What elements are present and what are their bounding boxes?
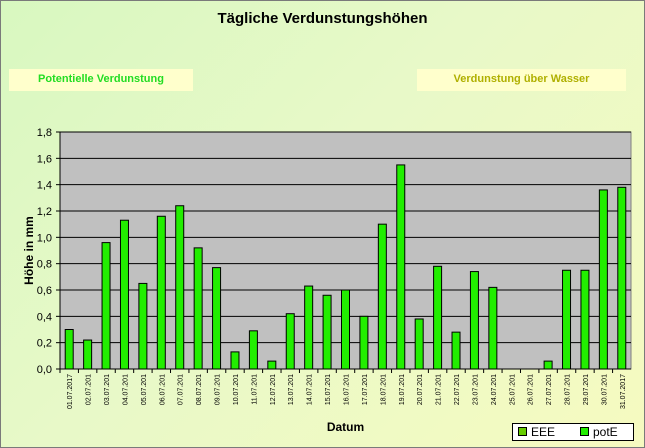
legend-swatch-pote [580, 427, 589, 436]
x-tick-label: 11.07.201 [251, 374, 258, 405]
x-tick-label: 23.07.201 [472, 374, 479, 405]
bar-pote [488, 286, 498, 370]
bar-pote [267, 360, 277, 370]
bar-pote [285, 313, 295, 370]
x-tick-label: 30.07.201 [601, 374, 608, 405]
y-tick-label: 0,6 [37, 285, 52, 297]
x-tick-label: 21.07.201 [436, 374, 443, 405]
bar-pote [322, 294, 332, 370]
legend-label-pote: potE [593, 425, 618, 439]
x-axis-label: Datum [327, 420, 364, 434]
chart-title: Tägliche Verdunstungshöhen [217, 10, 428, 27]
bar-pote [562, 269, 572, 370]
legend-item-pote: potE [580, 425, 618, 440]
y-tick-label: 0,0 [37, 364, 52, 376]
x-tick-label: 24.07.201 [491, 374, 498, 405]
y-tick-label: 1,8 [37, 127, 52, 139]
legend-label-eee: EEE [531, 425, 556, 439]
y-tick-label: 1,0 [37, 232, 52, 244]
x-tick-label: 07.07.201 [178, 374, 185, 405]
y-tick-label: 0,4 [37, 311, 52, 323]
x-tick-label: 27.07.201 [546, 374, 553, 405]
bar-pote [119, 219, 129, 370]
bar-pote [377, 223, 387, 370]
x-tick-label: 17.07.201 [362, 374, 369, 405]
y-tick-label: 1,6 [37, 153, 52, 165]
bar-pote [598, 189, 608, 370]
x-tick-label: 18.07.201 [380, 374, 387, 405]
x-tick-label: 16.07.201 [344, 374, 351, 405]
x-tick-label: 01.07.2017 [67, 374, 74, 409]
bar-pote [451, 331, 461, 370]
bar-pote [304, 285, 314, 370]
bar-pote [433, 265, 443, 370]
x-tick-label: 26.07.201 [528, 374, 535, 405]
x-tick-label: 04.07.201 [122, 374, 129, 405]
bar-pote [101, 242, 111, 370]
x-tick-label: 14.07.201 [307, 374, 314, 405]
y-tick-label: 0,8 [37, 259, 52, 271]
x-tick-label: 31.07.2017 [620, 374, 627, 409]
bar-pote [83, 339, 93, 370]
y-axis-label: Höhe in mm [22, 216, 36, 285]
y-tick-label: 1,2 [37, 206, 52, 218]
x-tick-label: 28.07.201 [565, 374, 572, 405]
bar-pote [580, 269, 590, 370]
annotation-potential-evaporation: Potentielle Verdunstung [9, 69, 193, 91]
x-tick-label: 22.07.201 [454, 374, 461, 405]
bar-pote [469, 271, 479, 370]
x-tick-label: 06.07.201 [159, 374, 166, 405]
x-tick-label: 10.07.201 [233, 374, 240, 405]
y-tick-label: 1,4 [37, 180, 52, 192]
bar-pote [414, 318, 424, 370]
legend-swatch-eee [518, 427, 527, 436]
y-tick-label: 0,2 [37, 338, 52, 350]
bar-pote [212, 267, 222, 370]
bar-pote [230, 351, 240, 370]
bar-pote [359, 315, 369, 370]
bar-pote [138, 282, 148, 370]
x-tick-label: 09.07.201 [215, 374, 222, 405]
x-tick-label: 05.07.201 [141, 374, 148, 405]
x-tick-label: 02.07.201 [86, 374, 93, 405]
legend: EEE potE [512, 423, 634, 441]
x-tick-label: 25.07.201 [509, 374, 516, 405]
bar-pote [543, 360, 553, 370]
legend-item-eee: EEE [518, 425, 555, 440]
x-tick-label: 15.07.201 [325, 374, 332, 405]
x-tick-label: 13.07.201 [288, 374, 295, 405]
x-tick-label: 12.07.201 [270, 374, 277, 405]
bar-pote [248, 330, 258, 370]
bar-pote [175, 205, 185, 370]
bar-pote [193, 247, 203, 370]
x-tick-label: 19.07.201 [399, 374, 406, 405]
bar-pote [341, 289, 350, 370]
x-tick-label: 03.07.201 [104, 374, 111, 405]
bar-pote [617, 186, 627, 370]
x-tick-label: 20.07.201 [417, 374, 424, 405]
bar-pote [64, 329, 74, 370]
x-tick-label: 29.07.201 [583, 374, 590, 405]
annotation-evaporation-over-water: Verdunstung über Wasser [417, 69, 626, 91]
bar-pote [156, 215, 166, 370]
bar-pote [396, 164, 406, 370]
x-tick-label: 08.07.201 [196, 374, 203, 405]
